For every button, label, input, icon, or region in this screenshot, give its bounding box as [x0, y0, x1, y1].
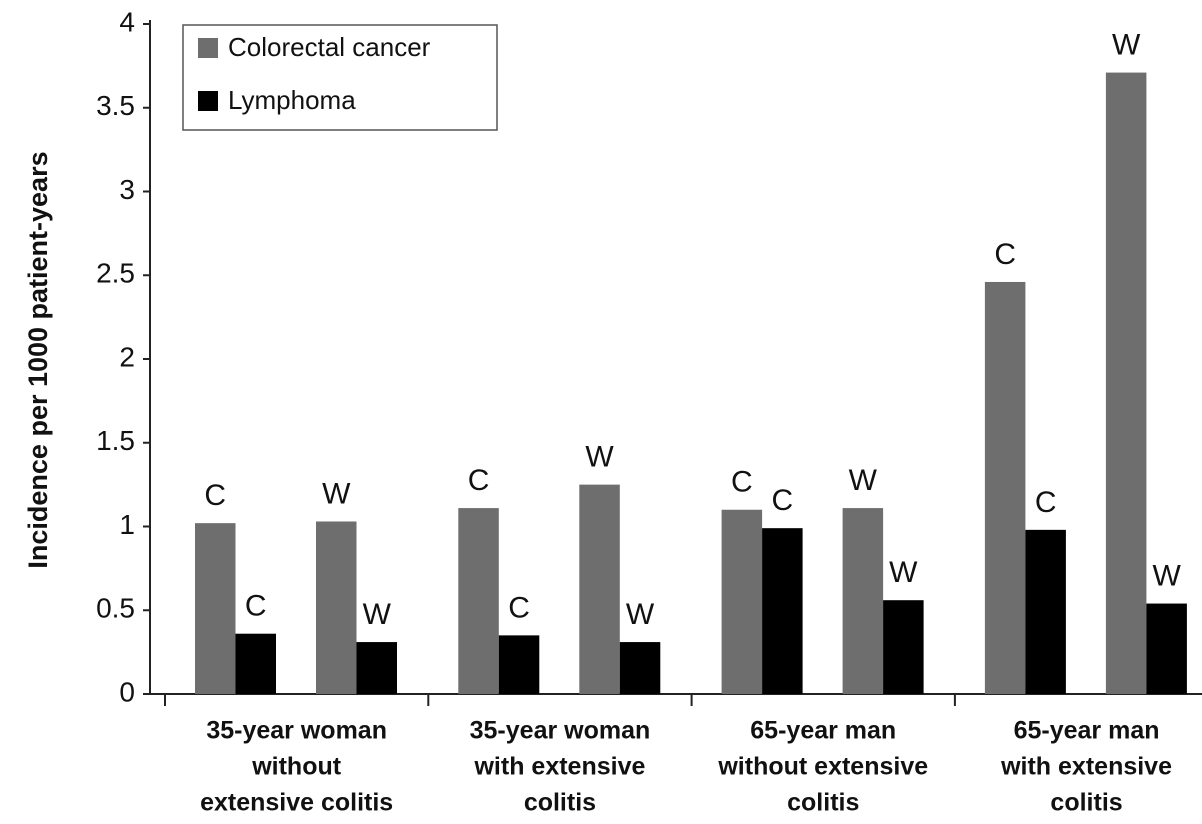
bar-label: W: [322, 477, 351, 510]
group-label: with extensive: [473, 753, 645, 781]
green-arrow: [1069, 517, 1149, 584]
group-label: with extensive: [1000, 753, 1172, 781]
bar-label: W: [1112, 28, 1141, 61]
group-label: colitis: [787, 789, 859, 817]
bar: [883, 600, 924, 694]
bar: [195, 523, 236, 694]
bar-label: C: [204, 479, 226, 512]
group-label: 65-year man: [1014, 717, 1160, 745]
y-tick-label: 1: [119, 509, 135, 540]
y-tick-label: 1.5: [96, 425, 135, 456]
bar-label: W: [889, 556, 918, 589]
bar: [842, 508, 884, 694]
legend-box: [182, 24, 498, 131]
bar: [498, 635, 540, 694]
bar: [721, 509, 763, 694]
green-arrow: [788, 537, 896, 604]
red-line: [734, 493, 871, 503]
group-label: 35-year woman: [470, 717, 651, 745]
group-label: extensive colitis: [200, 789, 393, 817]
bar: [235, 633, 276, 694]
bar: [1146, 603, 1187, 694]
group-label: 65-year man: [750, 717, 896, 745]
group-label: colitis: [1050, 789, 1122, 817]
legend-swatch: [198, 91, 218, 111]
y-tick-label: 0: [119, 676, 135, 707]
y-tick-label: 0.5: [96, 593, 135, 624]
bar-label: W: [849, 464, 878, 497]
bar-label: W: [585, 441, 614, 474]
bar: [316, 521, 357, 694]
legend-label: Lymphoma: [228, 85, 356, 115]
legend-label: Colorectal cancer: [228, 32, 431, 62]
bar: [1025, 529, 1066, 694]
y-axis-label: Incidence per 1000 patient-years: [23, 151, 53, 568]
bar-label: W: [626, 598, 655, 631]
bar: [619, 642, 661, 694]
y-tick-label: 2.5: [96, 258, 135, 289]
bar: [356, 642, 397, 694]
bar: [984, 281, 1026, 694]
red-arrow: [1036, 83, 1106, 260]
group-label: without extensive: [717, 753, 928, 781]
bar: [762, 528, 803, 694]
bar-label: C: [1035, 486, 1057, 519]
bar: [458, 508, 499, 694]
bar-label: W: [363, 598, 392, 631]
bar-label: C: [731, 466, 753, 499]
bar-label: C: [468, 464, 490, 497]
bar: [1105, 72, 1147, 694]
bar-label: C: [772, 484, 794, 517]
bar-label: C: [245, 590, 267, 623]
group-label: without: [251, 753, 342, 781]
legend-swatch: [198, 38, 218, 58]
legend: Colorectal cancer Lymphoma: [182, 24, 498, 131]
y-tick-label: 4: [119, 6, 135, 37]
y-tick-label: 3.5: [96, 90, 135, 121]
bar-label: C: [994, 238, 1016, 271]
y-tick-label: 3: [119, 174, 135, 205]
bar-label: W: [1152, 559, 1181, 592]
y-tick-label: 2: [119, 341, 135, 372]
bar: [579, 484, 620, 694]
group-label: 35-year woman: [206, 717, 387, 745]
bar-label: C: [508, 591, 530, 624]
group-label: colitis: [524, 789, 596, 817]
